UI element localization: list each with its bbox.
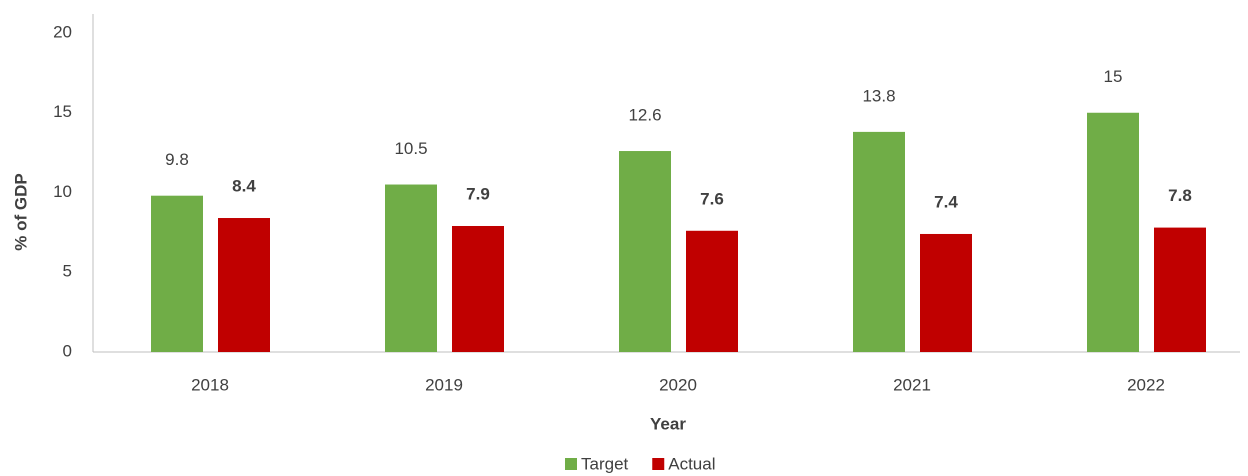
value-label: 8.4 [232,177,256,196]
x-tick-label: 2019 [425,375,463,394]
y-axis-title: % of GDP [11,173,30,250]
value-label: 7.4 [934,192,958,211]
x-tick-label: 2020 [659,375,697,394]
bar [619,151,671,352]
y-tick-label: 15 [53,102,72,121]
value-label: 10.5 [394,139,427,158]
x-tick-label: 2022 [1127,375,1165,394]
bar [686,230,738,352]
bar [853,131,905,352]
value-label: 12.6 [628,106,661,125]
x-tick-label: 2021 [893,375,931,394]
bar [151,195,203,352]
value-label: 7.9 [466,184,490,203]
value-label: 13.8 [862,86,895,105]
value-label: 9.8 [165,150,189,169]
x-axis-title: Year [650,414,686,433]
legend-label: Target [581,454,629,473]
legend-swatch [652,458,665,470]
x-tick-label: 2018 [191,375,229,394]
value-label: 7.6 [700,189,724,208]
legend-label: Actual [668,454,715,473]
bar [385,184,437,352]
bar [218,218,270,352]
bar [1154,227,1206,352]
value-label: 15 [1104,67,1123,86]
y-tick-label: 10 [53,182,72,201]
bar [1087,112,1139,352]
y-tick-label: 20 [53,22,72,41]
bar [452,225,504,352]
y-tick-label: 0 [63,341,72,360]
legend-swatch [565,458,577,470]
bar [920,233,972,352]
y-tick-label: 5 [63,262,72,281]
value-label: 7.8 [1168,186,1192,205]
